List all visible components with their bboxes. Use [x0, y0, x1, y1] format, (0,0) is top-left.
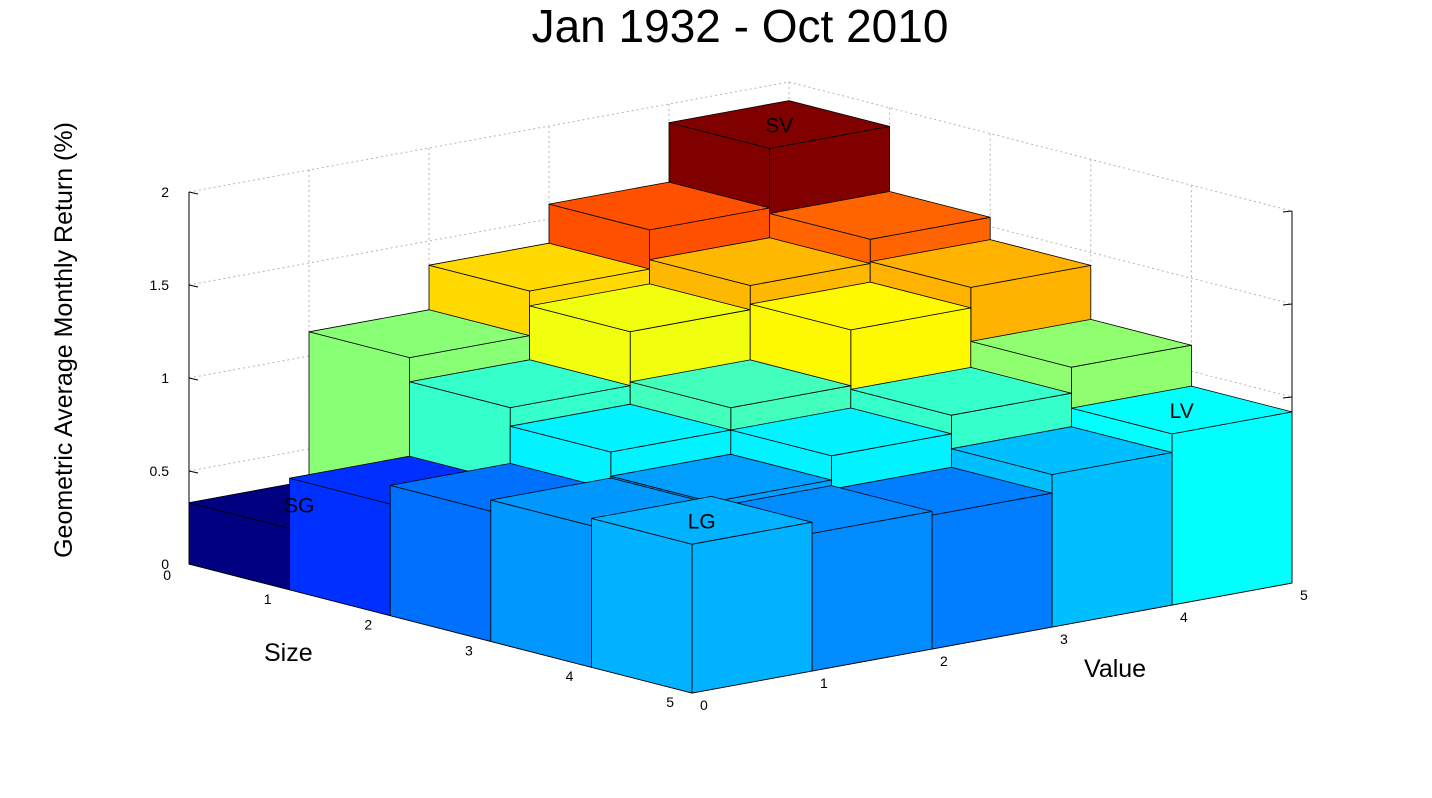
z-tick-label: 2 [161, 184, 169, 200]
size-tick-label: 0 [163, 567, 171, 583]
bar-face [811, 510, 933, 672]
bar-top [869, 239, 1092, 288]
tick-mark [1282, 396, 1293, 399]
size-tick-label: 4 [566, 668, 574, 684]
bars-layer [188, 100, 1293, 694]
bar-top [749, 281, 972, 331]
value-tick-label: 4 [1180, 609, 1188, 625]
value-tick-label: 2 [940, 653, 948, 669]
size-tick-label: 1 [264, 591, 272, 607]
value-tick-label: 1 [820, 675, 828, 691]
grid-line [188, 81, 1293, 212]
bar-face [591, 518, 693, 694]
tick-mark [1282, 303, 1293, 306]
bar-top [1071, 385, 1293, 435]
bar-top [591, 495, 813, 545]
bar-top [769, 191, 991, 240]
bar-top [730, 407, 952, 457]
tick-mark [188, 377, 199, 381]
z-tick-label: 1 [161, 370, 169, 386]
bar-top [850, 366, 1072, 416]
bar-face [490, 499, 592, 668]
corner-label-lv: LV [1170, 400, 1194, 423]
value-tick-label: 0 [700, 697, 708, 713]
tick-labels: 0 0.5 1 1.5 2 0 1 2 3 4 5 0 1 2 3 4 5 [150, 184, 1308, 713]
bar-face [691, 521, 813, 694]
corner-label-sv: SV [765, 115, 793, 138]
bar-top [629, 359, 852, 409]
bar-top [951, 426, 1173, 475]
corner-label-lg: LG [688, 510, 716, 533]
y-axis-label: Size [264, 639, 313, 667]
value-tick-label: 5 [1300, 587, 1308, 603]
bar-r5-c1 [591, 495, 813, 694]
bar-top [970, 318, 1192, 368]
corner-labels: SG SV LG LV [284, 115, 1194, 534]
bar-face [389, 484, 492, 642]
chart-title: Jan 1932 - Oct 2010 [532, 0, 949, 52]
tick-mark [188, 284, 199, 288]
tick-mark [1282, 210, 1293, 213]
tick-mark [188, 470, 199, 474]
z-axis-label: Geometric Average Monthly Return (%) [50, 122, 78, 558]
value-tick-label: 3 [1060, 631, 1068, 647]
bar-face [1171, 411, 1293, 606]
size-tick-label: 3 [465, 642, 473, 658]
z-tick-label: 0.5 [150, 463, 170, 479]
tick-mark [188, 191, 199, 195]
x-axis-label: Value [1084, 655, 1146, 683]
z-tick-label: 1.5 [150, 277, 170, 293]
bar-top [610, 453, 832, 503]
corner-label-sg: SG [284, 495, 314, 518]
bar-face [1051, 452, 1173, 628]
bar-top [548, 181, 770, 231]
z-tick-label: 0 [161, 556, 169, 572]
size-tick-label: 2 [364, 617, 372, 633]
bar-top [668, 100, 890, 149]
size-tick-label: 5 [666, 694, 674, 710]
bar-face [931, 492, 1053, 650]
